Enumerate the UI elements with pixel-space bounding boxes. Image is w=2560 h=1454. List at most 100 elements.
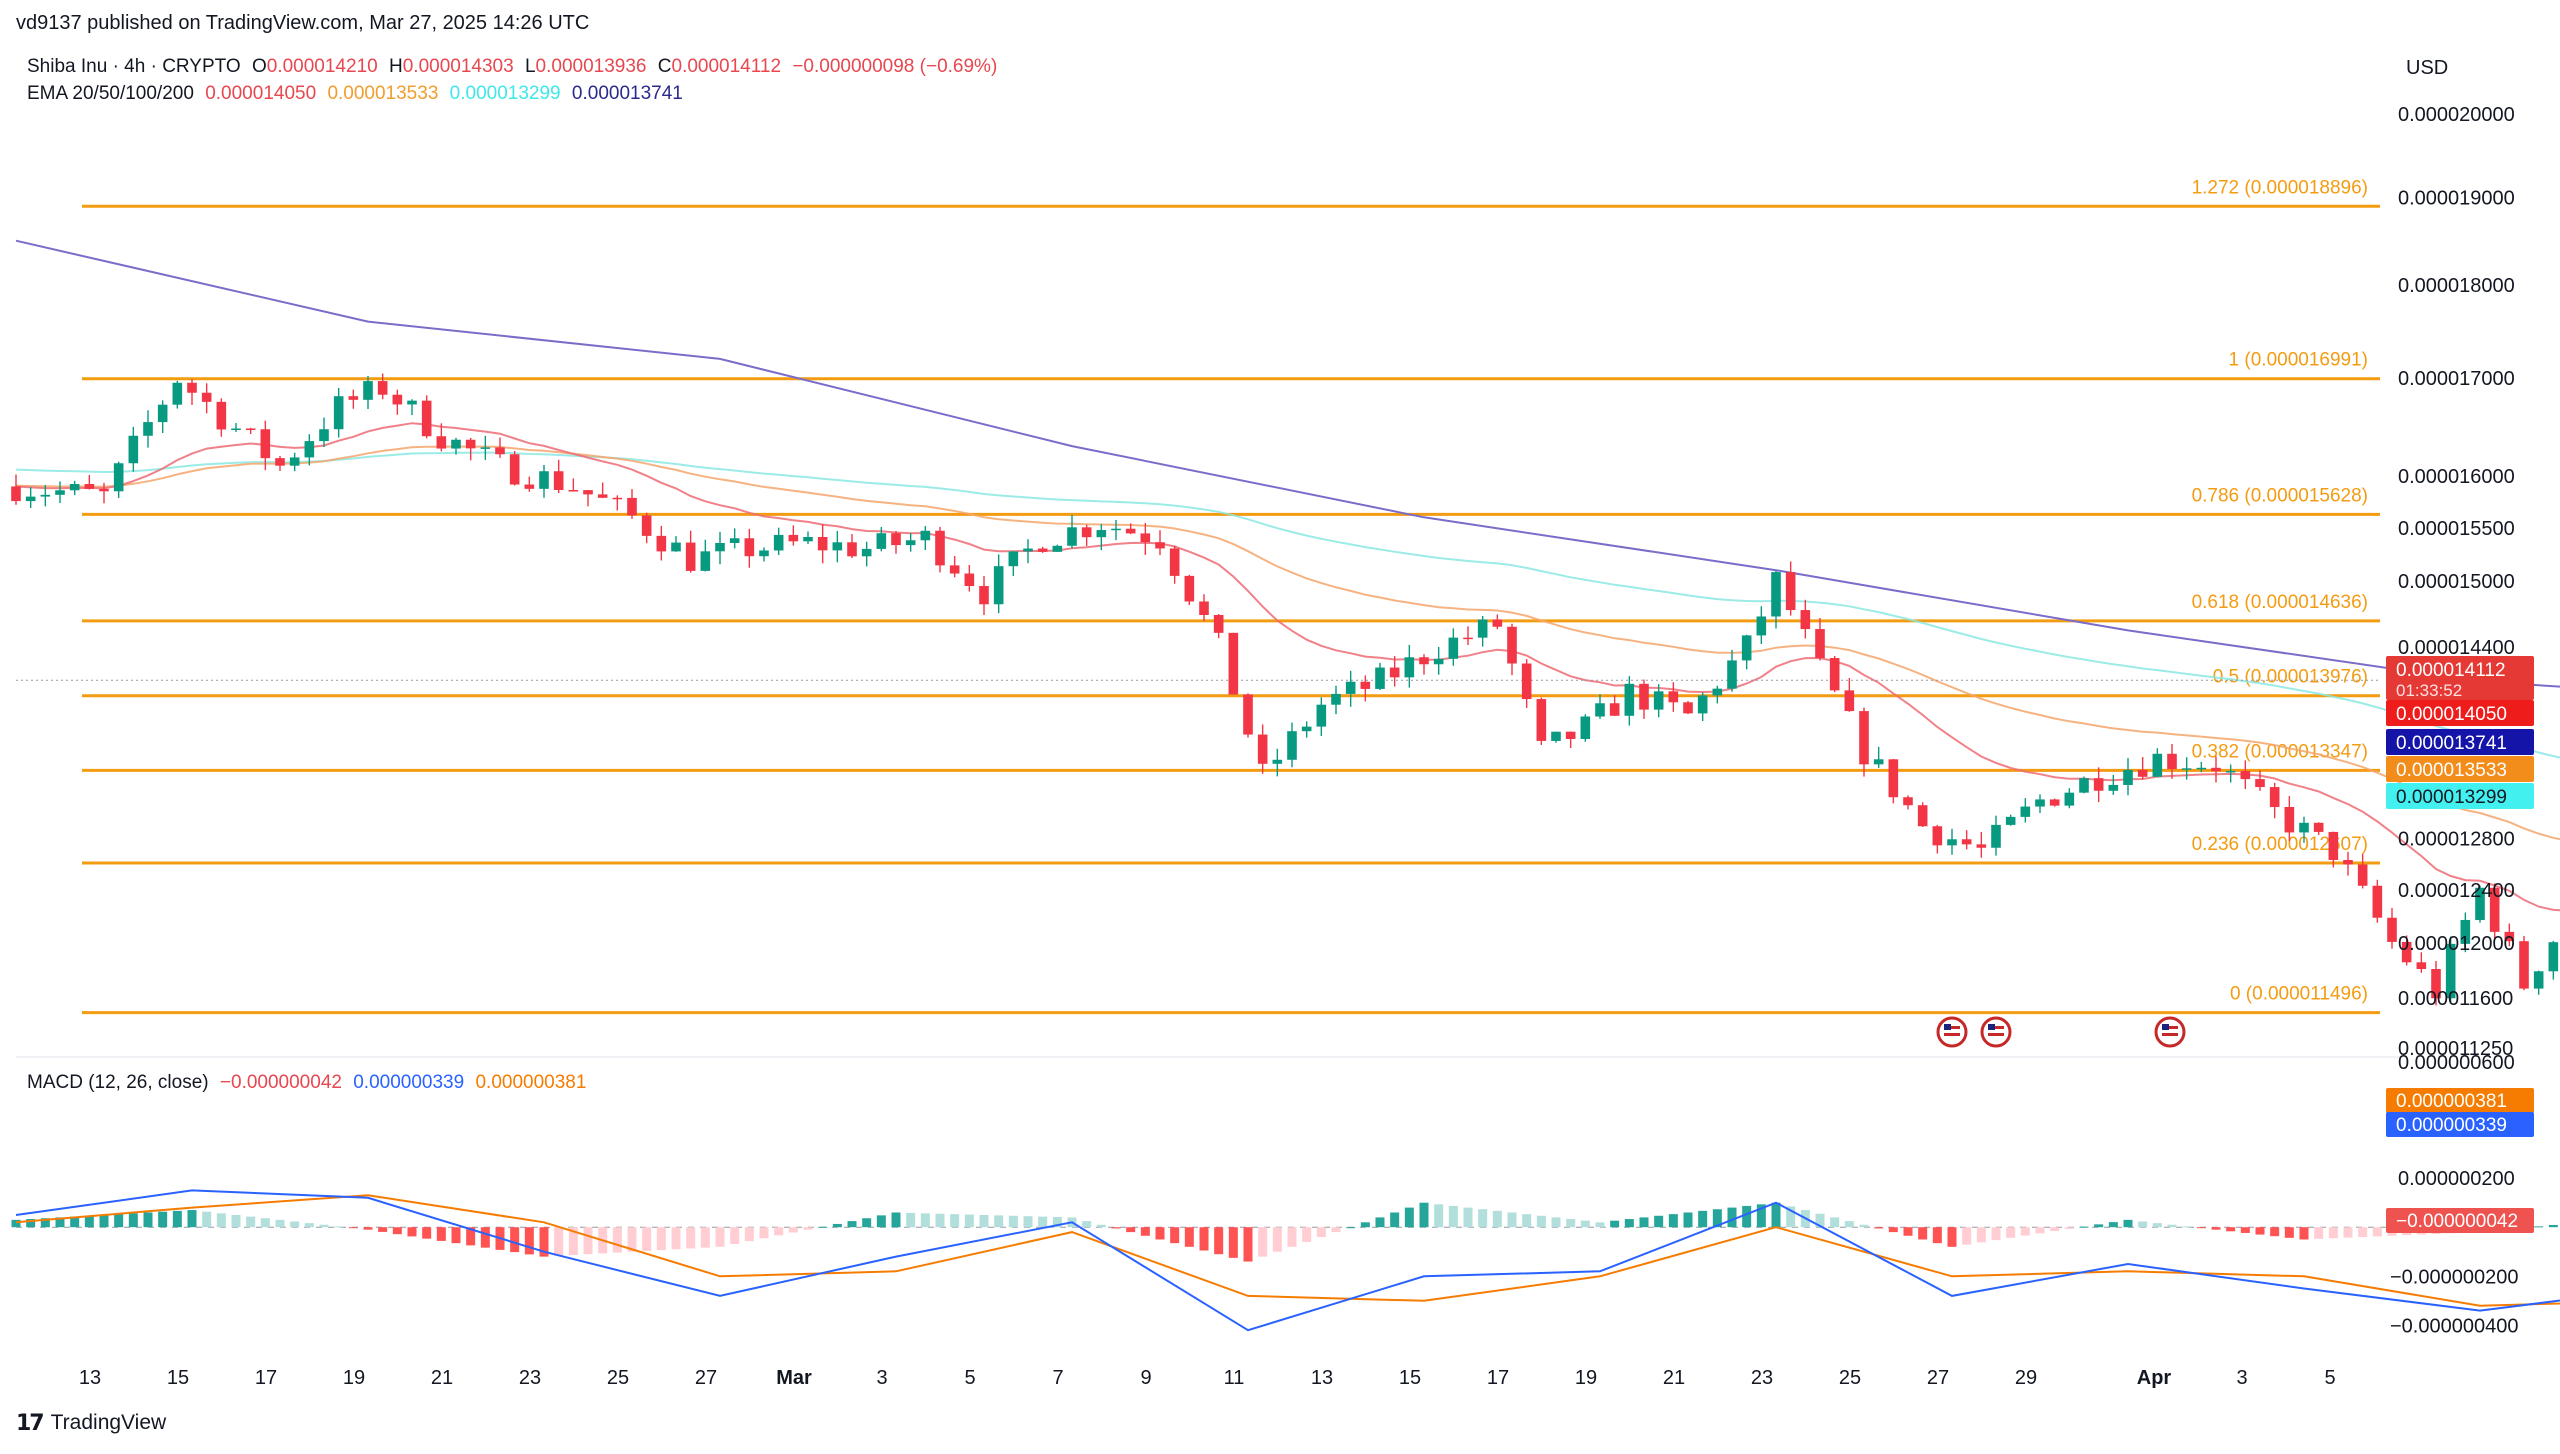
macd-hist-bar xyxy=(2124,1220,2133,1227)
macd-hist-bar xyxy=(12,1220,21,1227)
macd-hist-bar xyxy=(1508,1213,1517,1228)
macd-hist-bar xyxy=(892,1213,901,1228)
macd-hist-bar xyxy=(349,1227,358,1228)
macd-hist-bar xyxy=(1552,1217,1561,1227)
us-flag-stripe xyxy=(1988,1033,2004,1036)
ema-label[interactable]: EMA 20/50/100/200 xyxy=(27,83,194,104)
candle-body xyxy=(1053,546,1063,552)
candle-body xyxy=(2285,807,2295,832)
macd-hist-bar xyxy=(818,1227,827,1228)
macd-hist-bar xyxy=(1361,1222,1370,1227)
candle-body xyxy=(1493,620,1503,627)
candle-body xyxy=(1361,682,1371,689)
candle-body xyxy=(862,549,872,556)
macd-hist-bar xyxy=(1933,1227,1942,1243)
candle-body xyxy=(965,574,975,586)
macd-hist-bar xyxy=(642,1227,651,1251)
currency-label[interactable]: USD xyxy=(2406,57,2448,80)
macd-hist-bar xyxy=(2256,1227,2265,1234)
macd-hist-value: −0.000000042 xyxy=(220,1072,342,1093)
ema200-line xyxy=(16,241,2560,738)
candle-body xyxy=(1302,727,1312,732)
candle-body xyxy=(701,551,711,571)
macd-hist-bar xyxy=(2197,1227,2206,1228)
time-axis-label: Apr xyxy=(2137,1367,2172,1389)
macd-hist-bar xyxy=(701,1227,710,1247)
macd-hist-bar xyxy=(1464,1208,1473,1228)
tradingview-brand[interactable]: 𝟭𝟳 TradingView xyxy=(16,1410,166,1436)
macd-hist-bar xyxy=(1610,1221,1619,1228)
price-axis-label: 0.000020000 xyxy=(2398,104,2515,126)
macd-legend: MACD (12, 26, close) −0.000000042 0.0000… xyxy=(27,1072,592,1094)
macd-hist-bar xyxy=(745,1227,754,1241)
macd-hist-bar xyxy=(202,1212,211,1228)
candle-body xyxy=(1082,527,1092,537)
us-flag-canton xyxy=(1988,1024,1995,1030)
macd-hist-bar xyxy=(1097,1225,1106,1227)
candle-body xyxy=(2138,770,2148,777)
time-axis-label: 15 xyxy=(167,1367,189,1389)
macd-hist-bar xyxy=(2226,1227,2235,1231)
macd-hist-bar xyxy=(1449,1206,1458,1227)
candle-body xyxy=(85,484,95,489)
macd-hist-bar xyxy=(232,1215,241,1227)
candle-body xyxy=(2094,778,2104,791)
candle-body xyxy=(847,542,857,556)
candle-body xyxy=(1449,638,1459,659)
candle-body xyxy=(2006,817,2016,825)
candle-body xyxy=(231,429,241,431)
macd-hist-bar xyxy=(334,1226,343,1227)
candle-body xyxy=(1830,658,1840,690)
macd-hist-bar xyxy=(848,1221,857,1227)
macd-hist-bar xyxy=(1141,1227,1150,1236)
price-axis-label: 0.000019000 xyxy=(2398,187,2515,209)
candle-body xyxy=(422,401,432,437)
macd-hist-bar xyxy=(2065,1227,2074,1229)
macd-hist-bar xyxy=(833,1224,842,1227)
candle-body xyxy=(1390,668,1400,678)
time-axis-label: 13 xyxy=(79,1367,101,1389)
close-value: 0.000014112 xyxy=(672,56,782,77)
candle-body xyxy=(1170,548,1180,575)
candle-body xyxy=(2211,768,2221,771)
macd-hist-bar xyxy=(290,1221,299,1227)
macd-hist-bar xyxy=(2036,1227,2045,1233)
macd-hist-bar xyxy=(1860,1225,1869,1227)
fib-level-label: 0.786 (0.000015628) xyxy=(2192,485,2368,506)
macd-hist-bar xyxy=(158,1212,167,1228)
macd-hist-bar xyxy=(906,1213,915,1227)
candle-body xyxy=(1727,660,1737,688)
symbol-name[interactable]: Shiba Inu · 4h · CRYPTO xyxy=(27,56,241,77)
macd-hist-bar xyxy=(481,1227,490,1247)
candle-body xyxy=(1801,610,1811,629)
candle-body xyxy=(774,535,784,551)
time-axis-label: 17 xyxy=(1487,1367,1509,1389)
time-axis-label: 3 xyxy=(2236,1367,2247,1389)
candle-body xyxy=(70,484,80,490)
candle-body xyxy=(2387,918,2397,942)
candle-body xyxy=(481,447,491,449)
candle-body xyxy=(1551,732,1561,741)
macd-label[interactable]: MACD (12, 26, close) xyxy=(27,1072,209,1093)
candle-body xyxy=(129,436,139,463)
brand-name: TradingView xyxy=(51,1411,167,1435)
price-badge-value: 0.000014112 xyxy=(2396,660,2506,681)
candle-body xyxy=(143,422,153,436)
macd-hist-bar xyxy=(1948,1227,1957,1247)
tradingview-logo-icon: 𝟭𝟳 xyxy=(16,1410,43,1436)
candle-body xyxy=(1111,529,1121,531)
macd-hist-bar xyxy=(950,1214,959,1227)
macd-hist-bar xyxy=(2329,1227,2338,1238)
candle-body xyxy=(1859,711,1869,764)
candle-body xyxy=(2549,942,2559,971)
macd-hist-bar xyxy=(730,1227,739,1244)
macd-hist-bar xyxy=(1830,1217,1839,1227)
candle-body xyxy=(1463,638,1473,640)
candle-body xyxy=(1566,732,1576,739)
macd-hist-bar xyxy=(188,1210,197,1227)
macd-hist-bar xyxy=(2358,1227,2367,1237)
candle-body xyxy=(833,542,843,550)
candle-body xyxy=(671,543,681,552)
macd-hist-bar xyxy=(1742,1206,1751,1227)
